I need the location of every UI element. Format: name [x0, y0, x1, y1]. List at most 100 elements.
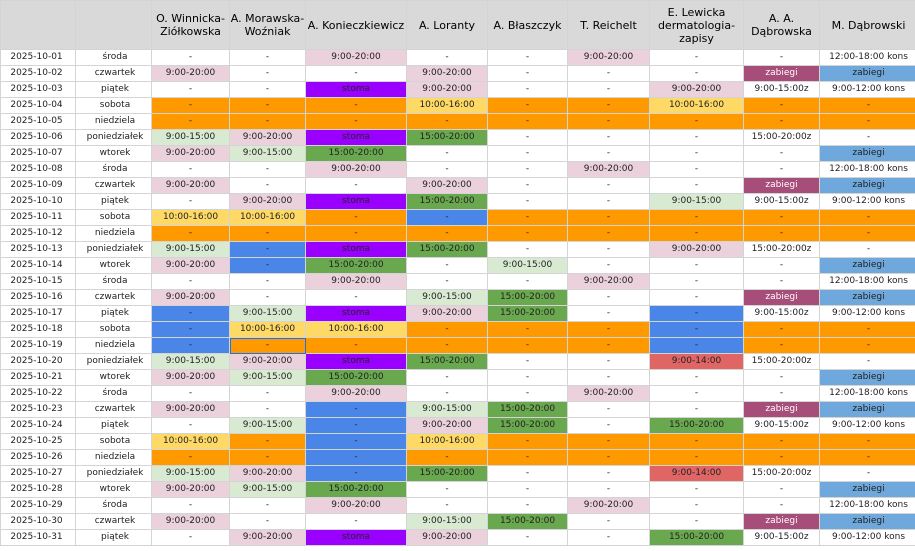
schedule-cell[interactable]: - — [151, 385, 230, 402]
selected-cell[interactable]: - — [229, 337, 306, 354]
schedule-cell[interactable]: 10:00-16:00 — [151, 209, 230, 226]
schedule-cell[interactable]: - — [487, 65, 568, 82]
schedule-cell[interactable]: - — [567, 289, 650, 306]
day-cell[interactable]: niedziela — [75, 337, 152, 354]
schedule-cell[interactable]: - — [649, 401, 744, 418]
schedule-cell[interactable]: - — [567, 369, 650, 386]
schedule-cell[interactable]: - — [487, 433, 568, 450]
schedule-cell[interactable]: 9:00-12:00 kons — [819, 417, 915, 434]
schedule-cell[interactable]: - — [487, 481, 568, 498]
schedule-cell[interactable]: 9:00-15:00 — [649, 193, 744, 210]
schedule-cell[interactable]: - — [567, 145, 650, 162]
day-cell[interactable]: niedziela — [75, 225, 152, 242]
schedule-cell[interactable]: - — [567, 481, 650, 498]
schedule-cell[interactable]: 9:00-12:00 kons — [819, 305, 915, 322]
schedule-cell[interactable]: - — [151, 225, 230, 242]
schedule-cell[interactable]: 9:00-15:00 — [151, 465, 230, 482]
schedule-cell[interactable]: - — [229, 513, 306, 530]
schedule-cell[interactable]: 15:00-20:00z — [743, 465, 820, 482]
schedule-cell[interactable]: - — [406, 449, 488, 466]
header-blaszczyk[interactable]: A. Błaszczyk — [487, 0, 568, 50]
schedule-cell[interactable]: - — [487, 241, 568, 258]
schedule-cell[interactable]: - — [649, 497, 744, 514]
schedule-cell[interactable]: - — [567, 513, 650, 530]
schedule-cell[interactable]: - — [567, 241, 650, 258]
date-cell[interactable]: 2025-10-19 — [0, 337, 76, 354]
schedule-cell[interactable]: 9:00-12:00 kons — [819, 81, 915, 98]
schedule-cell[interactable]: - — [567, 113, 650, 130]
schedule-cell[interactable]: 9:00-20:00 — [151, 65, 230, 82]
day-cell[interactable]: czwartek — [75, 177, 152, 194]
schedule-cell[interactable]: - — [406, 497, 488, 514]
schedule-cell[interactable]: 9:00-20:00 — [151, 369, 230, 386]
day-cell[interactable]: czwartek — [75, 65, 152, 82]
schedule-cell[interactable]: - — [487, 353, 568, 370]
schedule-cell[interactable]: - — [487, 161, 568, 178]
schedule-cell[interactable]: - — [649, 177, 744, 194]
schedule-cell[interactable]: - — [151, 193, 230, 210]
schedule-cell[interactable]: 15:00-20:00 — [487, 289, 568, 306]
schedule-cell[interactable]: - — [743, 385, 820, 402]
schedule-cell[interactable]: - — [649, 65, 744, 82]
schedule-cell[interactable]: - — [229, 273, 306, 290]
schedule-cell[interactable]: - — [743, 145, 820, 162]
schedule-cell[interactable]: - — [567, 209, 650, 226]
date-cell[interactable]: 2025-10-05 — [0, 113, 76, 130]
date-cell[interactable]: 2025-10-04 — [0, 97, 76, 114]
schedule-cell[interactable]: 15:00-20:00 — [487, 305, 568, 322]
schedule-cell[interactable]: - — [649, 321, 744, 338]
date-cell[interactable]: 2025-10-31 — [0, 529, 76, 546]
schedule-cell[interactable]: - — [567, 321, 650, 338]
date-cell[interactable]: 2025-10-10 — [0, 193, 76, 210]
schedule-cell[interactable]: - — [151, 417, 230, 434]
schedule-cell[interactable]: - — [487, 337, 568, 354]
schedule-cell[interactable]: - — [151, 49, 230, 66]
schedule-cell[interactable]: 10:00-16:00 — [305, 321, 407, 338]
schedule-cell[interactable]: 9:00-20:00 — [229, 353, 306, 370]
schedule-cell[interactable]: - — [229, 401, 306, 418]
schedule-cell[interactable]: - — [819, 113, 915, 130]
schedule-cell[interactable]: zabiegi — [743, 401, 820, 418]
schedule-cell[interactable]: - — [743, 273, 820, 290]
schedule-cell[interactable]: - — [649, 113, 744, 130]
schedule-cell[interactable]: - — [567, 401, 650, 418]
date-cell[interactable]: 2025-10-28 — [0, 481, 76, 498]
schedule-cell[interactable]: - — [487, 225, 568, 242]
schedule-cell[interactable]: 15:00-20:00 — [305, 481, 407, 498]
schedule-cell[interactable]: - — [649, 433, 744, 450]
schedule-cell[interactable]: 9:00-20:00 — [406, 81, 488, 98]
schedule-cell[interactable]: 9:00-15:00z — [743, 417, 820, 434]
schedule-cell[interactable]: 15:00-20:00z — [743, 353, 820, 370]
schedule-cell[interactable]: - — [406, 273, 488, 290]
schedule-cell[interactable]: stoma — [305, 241, 407, 258]
schedule-cell[interactable]: - — [305, 209, 407, 226]
schedule-cell[interactable]: 9:00-20:00 — [567, 385, 650, 402]
date-cell[interactable]: 2025-10-23 — [0, 401, 76, 418]
schedule-cell[interactable]: 9:00-12:00 kons — [819, 193, 915, 210]
schedule-cell[interactable]: - — [305, 177, 407, 194]
schedule-cell[interactable]: - — [487, 497, 568, 514]
schedule-cell[interactable]: - — [567, 81, 650, 98]
schedule-cell[interactable]: 9:00-20:00 — [151, 145, 230, 162]
schedule-cell[interactable]: - — [305, 401, 407, 418]
header-lewicka[interactable]: E. Lewicka dermatologia-zapisy — [649, 0, 744, 50]
day-cell[interactable]: wtorek — [75, 481, 152, 498]
schedule-cell[interactable]: - — [819, 353, 915, 370]
schedule-cell[interactable]: - — [819, 129, 915, 146]
date-cell[interactable]: 2025-10-17 — [0, 305, 76, 322]
schedule-cell[interactable]: 9:00-20:00 — [305, 161, 407, 178]
schedule-cell[interactable]: stoma — [305, 81, 407, 98]
schedule-cell[interactable]: - — [487, 193, 568, 210]
schedule-cell[interactable]: 9:00-15:00z — [743, 305, 820, 322]
header-day[interactable] — [75, 0, 152, 50]
date-cell[interactable]: 2025-10-22 — [0, 385, 76, 402]
schedule-cell[interactable]: 9:00-20:00 — [305, 497, 407, 514]
schedule-cell[interactable]: - — [305, 513, 407, 530]
schedule-cell[interactable]: - — [819, 225, 915, 242]
schedule-cell[interactable]: - — [487, 177, 568, 194]
schedule-cell[interactable]: - — [649, 513, 744, 530]
schedule-cell[interactable]: - — [151, 497, 230, 514]
date-cell[interactable]: 2025-10-26 — [0, 449, 76, 466]
schedule-cell[interactable]: - — [567, 449, 650, 466]
schedule-cell[interactable]: - — [819, 97, 915, 114]
